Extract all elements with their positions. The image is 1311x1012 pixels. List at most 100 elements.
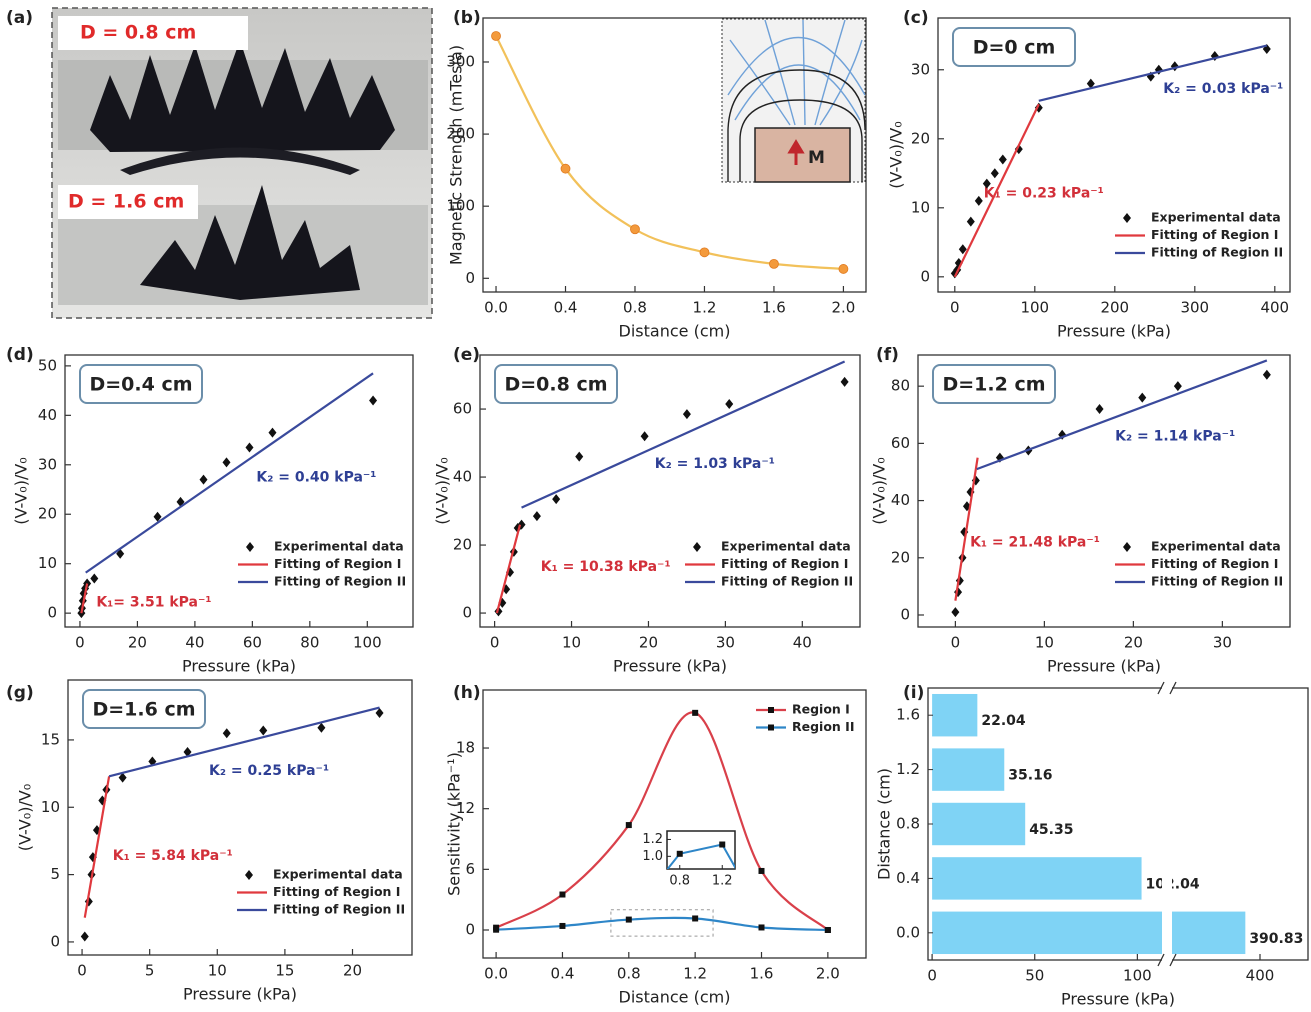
y-axis-label: (V-V₀)/V₀ xyxy=(12,457,31,524)
y-tick-label: 1.6 xyxy=(896,706,920,724)
x-tick-label: 20 xyxy=(343,962,362,980)
y-tick-label: 30 xyxy=(911,60,930,78)
x-tick-label: 20 xyxy=(128,634,147,652)
x-tick-label: 1.2 xyxy=(693,299,717,317)
data-point xyxy=(804,938,810,944)
x-tick-label: 1.6 xyxy=(750,965,774,983)
x-tick-label: 2.0 xyxy=(831,299,855,317)
chart-title: D=1.2 cm xyxy=(942,374,1045,396)
legend-label: Fitting of Region II xyxy=(1151,245,1283,260)
value-label: 35.16 xyxy=(1008,768,1052,784)
x-tick-label: 0.4 xyxy=(551,965,575,983)
legend-label: Experimental data xyxy=(1151,210,1281,225)
annotation: K₂ = 0.25 kPa⁻¹ xyxy=(209,763,329,779)
photo-panel: D = 0.8 cm D = 1.6 cm (a) xyxy=(6,8,432,318)
panel-label: (i) xyxy=(903,683,924,703)
y-tick-label: 20 xyxy=(891,548,910,566)
series-group xyxy=(493,710,831,933)
data-point xyxy=(677,851,683,857)
y-tick-label: 0 xyxy=(465,920,475,938)
chart-title: D=1.6 cm xyxy=(92,699,195,721)
data-point xyxy=(575,452,583,462)
legend-label: Fitting of Region II xyxy=(273,902,405,917)
panel-label: (g) xyxy=(6,683,34,703)
x-tick-label: 10 xyxy=(208,962,227,980)
data-point xyxy=(719,842,725,848)
x-axis-label: Distance (cm) xyxy=(619,322,731,341)
data-point xyxy=(759,924,765,930)
legend-marker xyxy=(1123,213,1131,223)
data-point xyxy=(1263,370,1271,380)
y-tick-label: 20 xyxy=(38,505,57,523)
data-point xyxy=(90,574,98,584)
value-label: 102.04 xyxy=(1146,876,1200,892)
y-tick-label: 0 xyxy=(47,604,57,622)
data-point xyxy=(630,225,639,234)
y-tick-label: 20 xyxy=(911,129,930,147)
x-tick-label: 400 xyxy=(1246,967,1275,985)
legend-label: Fitting of Region I xyxy=(1151,227,1278,242)
photo-label: D = 0.8 cm xyxy=(80,22,196,44)
data-point xyxy=(561,164,570,173)
x-tick-label: 40 xyxy=(793,634,812,652)
series-line xyxy=(955,458,977,601)
photo-label: D = 1.6 cm xyxy=(68,191,184,213)
y-tick-label: 30 xyxy=(38,455,57,473)
x-tick-label: 0.0 xyxy=(484,299,508,317)
annotation: K₁ = 5.84 kPa⁻¹ xyxy=(113,848,233,864)
data-point xyxy=(626,917,632,923)
x-tick-label: 0.4 xyxy=(554,299,578,317)
x-tick-label: 60 xyxy=(243,634,262,652)
data-point xyxy=(259,726,267,736)
y-tick-label: 0.4 xyxy=(896,869,920,887)
y-tick-label: 60 xyxy=(891,434,910,452)
data-point xyxy=(725,399,733,409)
x-tick-label: 2.0 xyxy=(816,965,840,983)
panel-label: (e) xyxy=(453,345,480,365)
x-tick-label: 0 xyxy=(490,634,500,652)
data-point xyxy=(759,868,765,874)
y-tick-label: 6 xyxy=(465,860,475,878)
chart-panel: (i)Pressure (kPa)Distance (cm)390.830.01… xyxy=(875,682,1309,1009)
annotation: K₂ = 0.40 kPa⁻¹ xyxy=(256,469,376,485)
annotation: K₁= 3.51 kPa⁻¹ xyxy=(96,595,211,611)
annotation: K₂ = 0.03 kPa⁻¹ xyxy=(1163,81,1283,97)
magnet-inset: M xyxy=(722,19,865,182)
panel-label: (c) xyxy=(903,8,929,28)
data-point xyxy=(268,428,276,438)
x-tick-label: 0.8 xyxy=(623,299,647,317)
data-point xyxy=(1096,404,1104,414)
legend-label: Experimental data xyxy=(721,539,851,554)
y-tick-label: 18 xyxy=(456,739,475,757)
data-point xyxy=(81,932,89,942)
data-point xyxy=(369,395,377,405)
y-axis-label: (V-V₀)/V₀ xyxy=(870,457,889,524)
figure: D = 0.8 cm D = 1.6 cm (a) M (b)Distance … xyxy=(0,0,1311,1012)
series-group xyxy=(951,44,1271,278)
legend-marker xyxy=(768,707,774,713)
bar xyxy=(932,803,1025,845)
x-tick-label: 100 xyxy=(1123,967,1152,985)
y-tick-label: 40 xyxy=(453,468,472,486)
legend-label: Experimental data xyxy=(273,867,403,882)
inset-x-tick-label: 1.2 xyxy=(712,874,733,889)
data-point xyxy=(769,259,778,268)
x-tick-label: 20 xyxy=(1124,634,1143,652)
x-tick-label: 10 xyxy=(562,634,581,652)
data-point xyxy=(634,904,640,910)
legend-marker xyxy=(245,870,253,880)
data-point xyxy=(692,915,698,921)
annotation: K₂ = 1.14 kPa⁻¹ xyxy=(1115,429,1235,445)
data-point xyxy=(626,822,632,828)
data-point xyxy=(700,248,709,257)
legend-label: Fitting of Region II xyxy=(721,574,853,589)
chart-panel: (f)Pressure (kPa)(V-V₀)/V₀01020300204060… xyxy=(870,345,1291,676)
x-tick-label: 1.2 xyxy=(683,965,707,983)
value-label: 390.83 xyxy=(1249,931,1303,947)
x-axis-label: Pressure (kPa) xyxy=(613,657,727,676)
chart-panel: (h)Distance (cm)Sensitivity (kPa⁻¹)0.00.… xyxy=(445,683,867,1007)
series-line xyxy=(497,525,520,613)
y-tick-label: 0 xyxy=(900,605,910,623)
data-point xyxy=(1138,393,1146,403)
data-point xyxy=(841,377,849,387)
